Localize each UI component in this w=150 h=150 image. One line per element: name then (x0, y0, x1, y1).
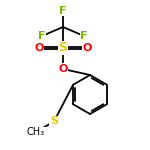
Text: O: O (34, 43, 44, 53)
Text: O: O (58, 64, 68, 74)
Text: F: F (38, 31, 46, 41)
Text: F: F (59, 6, 67, 15)
Text: CH₃: CH₃ (27, 127, 45, 137)
Text: F: F (80, 31, 88, 41)
Text: S: S (58, 42, 68, 54)
Text: O: O (82, 43, 92, 53)
Text: S: S (50, 117, 58, 126)
